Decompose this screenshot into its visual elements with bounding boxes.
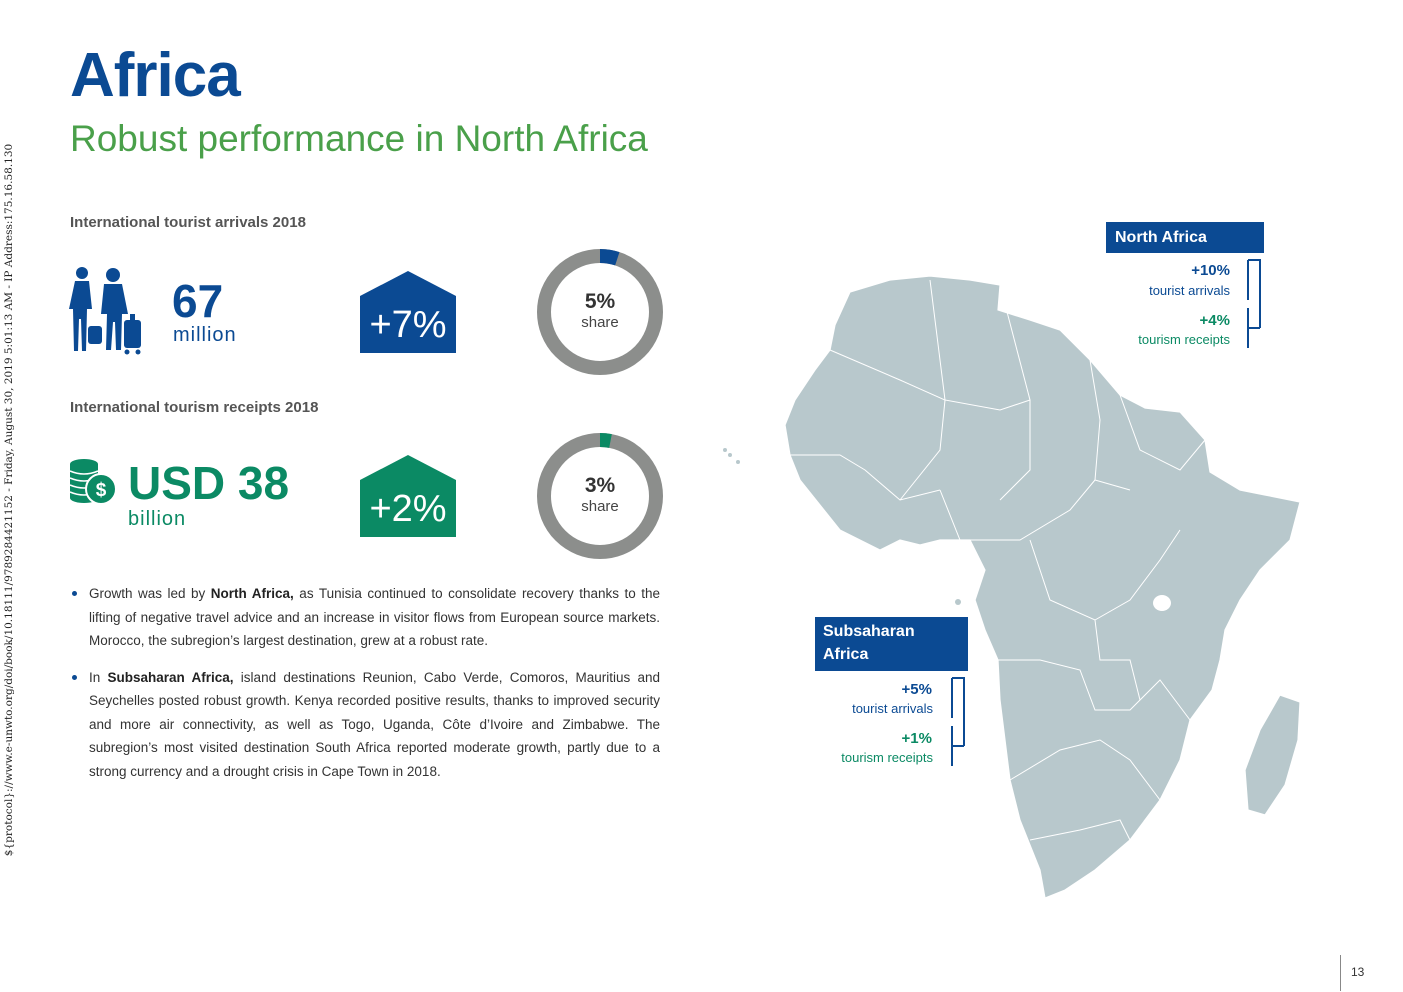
arrivals-share-donut (537, 249, 663, 375)
sidebar-access-text: ${protocol}://www.e-unwto.org/doi/book/1… (3, 143, 15, 857)
north-africa-receipts-label: tourism receipts (1138, 332, 1230, 347)
madagascar (1244, 694, 1301, 816)
receipts-value: USD 38 (128, 457, 290, 509)
page-title: Africa (70, 41, 241, 110)
africa-map (723, 275, 1301, 899)
arrivals-share-text: 5% share (540, 290, 660, 331)
arrivals-label: International tourist arrivals 2018 (70, 214, 306, 231)
arrivals-value: 67 (172, 275, 224, 327)
receipts-share-label: share (581, 498, 619, 515)
north-africa-box: North Africa (1106, 222, 1264, 253)
subsaharan-arrivals-label: tourist arrivals (852, 701, 933, 716)
coins-icon: $ (69, 459, 117, 505)
sidebar-access-info: ${protocol}://www.e-unwto.org/doi/book/1… (0, 0, 18, 992)
arrivals-unit: million (173, 324, 237, 346)
svg-text:$: $ (96, 480, 107, 501)
bullet-list: Growth was led by North Africa, as Tunis… (70, 582, 660, 796)
page-number: 13 (1351, 965, 1365, 979)
travellers-icon (69, 267, 141, 355)
subsaharan-arrivals-value: +5% (901, 681, 932, 698)
receipts-label: International tourism receipts 2018 (70, 399, 319, 416)
receipts-unit: billion (128, 508, 187, 530)
arrivals-change-house-shape (360, 271, 456, 353)
page-number-divider (1340, 955, 1341, 991)
receipts-share-text: 3% share (540, 474, 660, 515)
north-africa-arrivals-value: +10% (1191, 262, 1230, 279)
receipts-share-pct: 3% (584, 474, 616, 497)
subsaharan-receipts-value: +1% (901, 730, 932, 747)
subsaharan-receipts-label: tourism receipts (841, 750, 933, 765)
lake-victoria (1153, 595, 1171, 611)
arrivals-share-label: share (581, 314, 619, 331)
bullet-subsaharan-africa: In Subsaharan Africa, island destination… (70, 666, 660, 784)
arrivals-change: +7% (369, 304, 447, 346)
receipts-change-house-shape (360, 455, 456, 537)
receipts-share-arc (537, 433, 663, 559)
north-africa-name: North Africa (1115, 229, 1207, 246)
receipts-share-donut (537, 433, 663, 559)
page-subtitle: Robust performance in North Africa (70, 118, 648, 159)
arrivals-share-pct: 5% (584, 290, 616, 313)
subsaharan-bracket (951, 677, 965, 766)
arrivals-share-arc (537, 249, 663, 375)
north-africa-bracket (1247, 259, 1261, 348)
subsaharan-africa-name-line2: Africa (823, 646, 869, 663)
subsaharan-africa-name-line1: Subsaharan (823, 623, 915, 640)
north-africa-arrivals-label: tourist arrivals (1149, 283, 1230, 298)
receipts-change: +2% (369, 488, 447, 530)
north-africa-receipts-value: +4% (1199, 312, 1230, 329)
bullet-north-africa: Growth was led by North Africa, as Tunis… (70, 582, 660, 653)
subsaharan-africa-box: Subsaharan Africa (815, 617, 968, 671)
